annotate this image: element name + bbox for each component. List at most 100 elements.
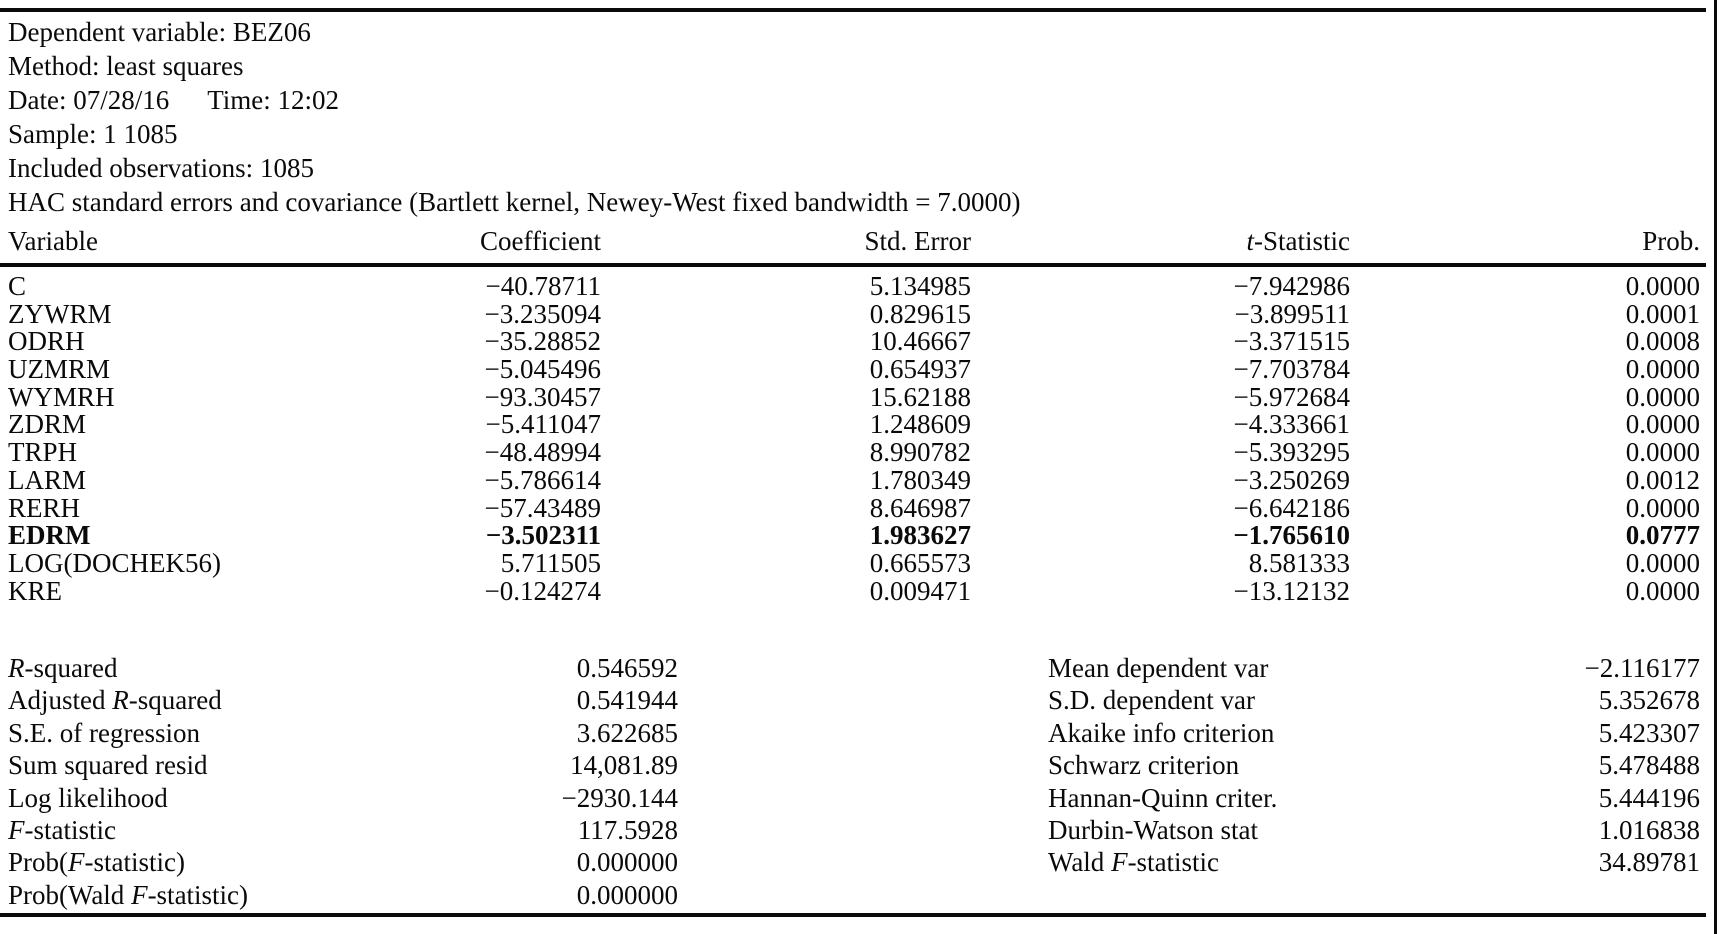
summary-label-right: Schwarz criterion	[1048, 749, 1358, 781]
table-row: TRPH −48.48994 8.990782 −5.393295 0.0000	[8, 437, 1700, 468]
std-error-cell: 8.646987	[869, 492, 971, 523]
summary-row: R-squared 0.546592 Mean dependent var −2…	[8, 652, 1700, 684]
column-header-coefficient: Coefficient	[480, 226, 601, 256]
label-pre: Hannan-Quinn criter.	[1048, 782, 1278, 813]
summary-value-right: 5.423307	[1598, 717, 1700, 748]
t-statistic-cell: −13.12132	[1233, 575, 1350, 606]
page-edge-line	[1714, 0, 1717, 934]
top-rule	[0, 8, 1706, 12]
summary-value-left: 0.541944	[576, 685, 678, 716]
std-error-cell: 0.829615	[869, 298, 971, 329]
label-post: -statistic	[1127, 847, 1220, 878]
date-text: Date: 07/28/16	[8, 85, 170, 115]
label-pre: Prob(Wald	[8, 879, 132, 910]
variable-cell: ZYWRM	[8, 298, 112, 329]
coefficient-cell: −48.48994	[484, 437, 601, 468]
label-pre: Prob(	[8, 847, 68, 878]
summary-label-right: Akaike info criterion	[1048, 717, 1358, 749]
t-statistic-cell: −7.942986	[1233, 271, 1350, 301]
column-header-variable: Variable	[8, 226, 98, 256]
summary-value-left: 3.622685	[576, 717, 678, 748]
label-italic: F	[131, 879, 148, 910]
prob-cell: 0.0000	[1625, 492, 1700, 523]
summary-row: F-statistic 117.5928 Durbin-Watson stat …	[8, 814, 1700, 846]
label-italic: F	[1111, 847, 1128, 878]
variable-cell: EDRM	[8, 520, 91, 551]
summary-value-right	[1358, 879, 1700, 911]
variable-cell: KRE	[8, 575, 62, 606]
summary-value-left: 0.000000	[576, 847, 678, 878]
summary-statistics-section: R-squared 0.546592 Mean dependent var −2…	[8, 652, 1700, 911]
coefficient-cell: −3.235094	[484, 298, 601, 329]
summary-label-left: Sum squared resid	[8, 749, 300, 781]
summary-label-left: R-squared	[8, 652, 300, 684]
info-line-dependent-variable: Dependent variable: BEZ06	[8, 17, 311, 47]
summary-label-left: Adjusted R-squared	[8, 684, 300, 716]
table-row: LARM −5.786614 1.780349 −3.250269 0.0012	[8, 464, 1700, 495]
std-error-cell: 10.46667	[869, 326, 971, 357]
summary-value-right: 5.352678	[1598, 685, 1700, 716]
t-statistic-cell: −3.899511	[1234, 298, 1350, 329]
column-header-t-statistic: t-Statistic	[971, 226, 1350, 256]
summary-label-left: F-statistic	[8, 814, 300, 846]
label-pre: Log likelihood	[8, 782, 168, 813]
summary-value-right: 34.89781	[1598, 847, 1700, 878]
t-statistic-post: -Statistic	[1254, 226, 1350, 256]
summary-spacer	[678, 782, 1048, 814]
table-row: ZYWRM −3.235094 0.829615 −3.899511 0.000…	[8, 298, 1700, 329]
t-statistic-cell: −5.972684	[1233, 381, 1350, 412]
summary-label-right	[1048, 879, 1358, 911]
column-header-prob: Prob.	[1642, 226, 1700, 256]
label-post: -squared	[24, 653, 118, 683]
variable-cell: UZMRM	[8, 354, 111, 385]
info-line-date-time: Date: 07/28/16 Time: 12:02	[8, 83, 1020, 117]
label-italic: R	[112, 685, 129, 716]
label-pre: Akaike info criterion	[1048, 717, 1275, 748]
std-error-cell: 8.990782	[869, 437, 971, 468]
t-statistic-cell: −6.642186	[1233, 492, 1350, 523]
coefficient-cell: −5.411047	[485, 409, 601, 440]
prob-cell: 0.0008	[1625, 326, 1700, 357]
summary-label-left: Prob(Wald F-statistic)	[8, 879, 300, 911]
std-error-cell: 0.665573	[869, 547, 971, 578]
prob-cell: 0.0000	[1625, 354, 1700, 385]
summary-spacer	[678, 846, 1048, 878]
coefficient-cell: 5.711505	[500, 547, 601, 578]
summary-value-right: 5.444196	[1598, 782, 1700, 813]
std-error-cell: 0.009471	[869, 575, 971, 606]
summary-spacer	[678, 684, 1048, 716]
t-statistic-cell: 8.581333	[1248, 547, 1350, 578]
label-post: -statistic)	[147, 879, 249, 910]
coefficient-cell: −5.786614	[484, 464, 601, 495]
label-italic: F	[68, 847, 85, 878]
summary-spacer	[678, 814, 1048, 846]
summary-label-right: Durbin-Watson stat	[1048, 814, 1358, 846]
summary-label-right: S.D. dependent var	[1048, 684, 1358, 716]
bottom-rule	[0, 913, 1706, 917]
table-row: ODRH −35.28852 10.46667 −3.371515 0.0008	[8, 328, 1700, 356]
prob-cell: 0.0000	[1625, 381, 1700, 412]
prob-cell: 0.0001	[1625, 298, 1700, 329]
t-statistic-cell: −1.765610	[1233, 520, 1350, 551]
std-error-cell: 1.780349	[869, 464, 971, 495]
label-italic: R	[8, 653, 25, 683]
column-header-row: Variable Coefficient Std. Error t-Statis…	[8, 226, 1700, 256]
summary-row: Sum squared resid 14,081.89 Schwarz crit…	[8, 749, 1700, 781]
t-statistic-cell: −3.371515	[1233, 326, 1350, 357]
std-error-cell: 1.983627	[869, 520, 971, 551]
std-error-cell: 1.248609	[869, 409, 971, 440]
label-pre: Wald	[1048, 847, 1112, 878]
label-pre: Durbin-Watson stat	[1048, 814, 1259, 845]
summary-spacer	[678, 749, 1048, 781]
variable-cell: WYMRH	[8, 381, 115, 412]
variable-cell: TRPH	[8, 437, 78, 468]
prob-cell: 0.0000	[1625, 575, 1700, 606]
std-error-cell: 0.654937	[869, 354, 971, 385]
variable-cell: ODRH	[8, 326, 85, 357]
header-separator-rule	[0, 263, 1706, 267]
summary-label-right: Hannan-Quinn criter.	[1048, 782, 1358, 814]
label-post: -squared	[128, 685, 222, 716]
label-pre: Schwarz criterion	[1048, 750, 1240, 781]
t-statistic-cell: −4.333661	[1233, 409, 1350, 440]
